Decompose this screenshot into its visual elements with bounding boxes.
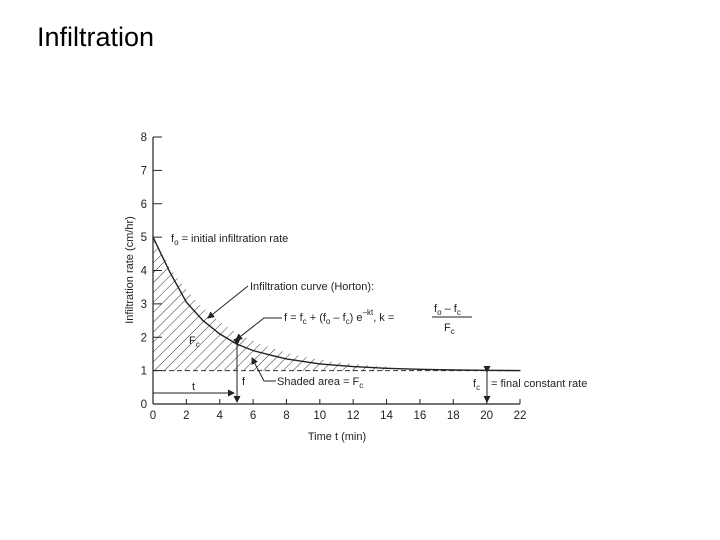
- y-tick-label: 6: [141, 199, 147, 211]
- curve-point: [235, 343, 237, 345]
- annotation-fc-rate: = final constant rate: [491, 378, 587, 390]
- annotation-f: f: [242, 376, 246, 388]
- curve-point: [352, 366, 354, 368]
- x-tick-label: 4: [217, 410, 224, 422]
- curve-point: [185, 301, 187, 303]
- x-tick-label: 14: [380, 410, 393, 422]
- y-tick-label: 3: [141, 299, 147, 311]
- annotation-curve-label: Infiltration curve (Horton):: [250, 281, 374, 293]
- y-tick-label: 1: [141, 366, 147, 378]
- x-tick-label: 18: [447, 410, 460, 422]
- y-axis-title: Infiltration rate (cm/hr): [124, 216, 136, 324]
- x-tick-label: 16: [414, 410, 427, 422]
- y-tick-label: 7: [141, 165, 147, 177]
- slide-title: Infiltration: [37, 22, 155, 52]
- leader-equation: [235, 317, 282, 341]
- y-tick-label: 0: [141, 399, 147, 411]
- shaded-area-Fc: [153, 237, 387, 371]
- curve-point: [202, 320, 204, 322]
- curve-point: [269, 354, 271, 356]
- x-tick-label: 0: [150, 410, 156, 422]
- curve-point: [385, 367, 388, 369]
- annotation-f0: fo = initial infiltration rate: [171, 233, 288, 247]
- curve-point: [285, 358, 288, 360]
- y-tick-label: 8: [141, 132, 147, 144]
- curve-point: [319, 363, 321, 365]
- curve-point: [152, 236, 154, 238]
- x-axis-title: Time t (min): [308, 431, 366, 443]
- x-tick-label: 6: [250, 410, 256, 422]
- x-tick-label: 2: [183, 410, 189, 422]
- annotation-Fc-area: Fc: [189, 335, 200, 349]
- y-tick-label: 5: [141, 232, 147, 244]
- curve-point: [219, 333, 221, 335]
- x-tick-label: 10: [313, 410, 326, 422]
- annotation-shaded-area: Shaded area = Fc: [277, 376, 363, 390]
- y-tick-label: 4: [141, 266, 148, 278]
- annotation-k-numerator: fo – fc: [434, 303, 461, 317]
- curve-point: [169, 271, 171, 273]
- x-tick-label: 12: [347, 410, 360, 422]
- horton-curve-line: [152, 236, 521, 372]
- curve-point: [486, 369, 488, 371]
- annotation-fc-left: fc: [473, 378, 480, 392]
- curve-point: [452, 369, 454, 371]
- x-tick-label: 8: [283, 410, 289, 422]
- curve-point: [419, 368, 421, 370]
- y-tick-label: 2: [141, 332, 147, 344]
- curve-point: [519, 370, 521, 372]
- leader-shaded: [251, 357, 276, 382]
- x-tick-label: 20: [480, 410, 493, 422]
- x-tick-label: 22: [514, 410, 527, 422]
- annotation-horton-equation: f = fc + (fo – fc) e–kt, k =: [284, 308, 394, 326]
- annotation-t: t: [192, 381, 195, 393]
- curve-point: [252, 350, 254, 352]
- leader-curve: [207, 285, 249, 319]
- annotation-k-denominator: Fc: [444, 322, 455, 336]
